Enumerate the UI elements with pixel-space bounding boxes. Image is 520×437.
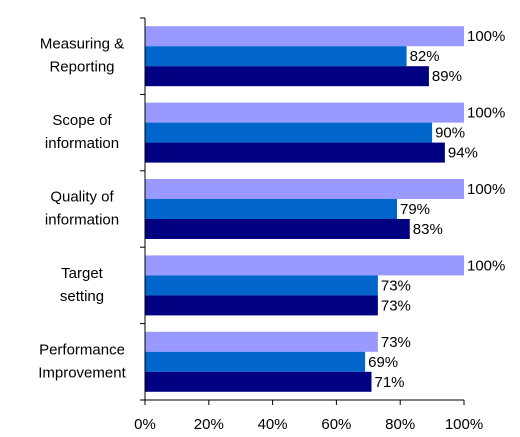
y-tick-label: information	[45, 135, 119, 152]
value-label: 73%	[381, 334, 411, 351]
bar	[145, 199, 398, 219]
value-label: 100%	[467, 181, 505, 198]
y-tick-label: Measuring &	[40, 36, 124, 53]
bar	[145, 275, 378, 296]
value-label: 73%	[381, 277, 411, 294]
bar	[145, 219, 410, 239]
x-tick-label: 80%	[385, 416, 415, 433]
x-tick-label: 40%	[258, 416, 288, 433]
x-tick-label: 20%	[194, 416, 224, 433]
x-tick-label: 0%	[134, 416, 156, 433]
value-label: 100%	[467, 105, 505, 122]
bar	[145, 351, 366, 372]
value-label: 73%	[381, 297, 411, 314]
y-tick-label: Performance	[39, 341, 125, 358]
y-tick-label: Improvement	[38, 364, 126, 381]
x-tick-label: 100%	[445, 416, 483, 433]
value-label: 94%	[448, 145, 478, 162]
y-tick-label: information	[45, 211, 119, 228]
bar	[145, 179, 464, 199]
bar	[145, 26, 464, 47]
bar	[145, 371, 372, 392]
value-label: 69%	[368, 354, 398, 371]
value-label: 100%	[467, 257, 505, 274]
bar	[145, 295, 378, 316]
value-label: 100%	[467, 28, 505, 45]
bar	[145, 122, 433, 143]
value-label: 90%	[435, 125, 465, 142]
value-label: 89%	[432, 68, 462, 85]
y-tick-label: Quality of	[50, 188, 114, 205]
bar	[145, 46, 407, 67]
bar	[145, 66, 429, 87]
y-tick-label: Target	[61, 265, 104, 282]
bar	[145, 255, 464, 276]
y-tick-label: Reporting	[49, 59, 114, 76]
x-tick-label: 60%	[321, 416, 351, 433]
bar	[145, 102, 464, 123]
value-label: 82%	[410, 48, 440, 65]
y-tick-label: setting	[60, 288, 104, 305]
bar	[145, 142, 445, 163]
value-label: 79%	[400, 201, 430, 218]
y-tick-label: Scope of	[52, 112, 112, 129]
value-label: 71%	[374, 374, 404, 391]
bar	[145, 331, 378, 352]
value-label: 83%	[413, 221, 443, 238]
